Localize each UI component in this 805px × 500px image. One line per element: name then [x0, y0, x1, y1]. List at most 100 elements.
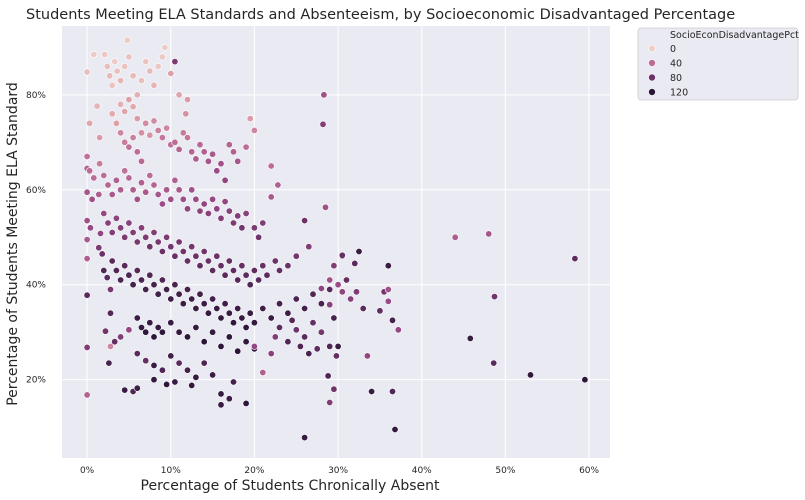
- scatter-point: [338, 251, 346, 259]
- scatter-point: [83, 153, 91, 161]
- scatter-point: [125, 326, 133, 334]
- scatter-point: [275, 323, 283, 331]
- scatter-point: [192, 195, 200, 203]
- scatter-point: [175, 186, 183, 194]
- y-axis-title: Percentage of Students Meeting ELA Stand…: [5, 82, 21, 406]
- scatter-point: [317, 300, 325, 308]
- x-tick-label: 60%: [579, 466, 599, 476]
- scatter-point: [83, 236, 91, 244]
- scatter-point: [217, 214, 225, 222]
- scatter-point: [217, 262, 225, 270]
- scatter-point: [108, 257, 116, 265]
- scatter-point: [158, 328, 166, 336]
- scatter-point: [108, 81, 116, 89]
- scatter-point: [138, 157, 146, 165]
- scatter-point: [104, 181, 112, 189]
- scatter-point: [158, 366, 166, 374]
- scatter-point: [179, 248, 187, 256]
- scatter-point: [142, 188, 150, 196]
- scatter-point: [142, 285, 150, 293]
- scatter-point: [83, 188, 91, 196]
- scatter-point: [204, 210, 212, 218]
- scatter-point: [154, 238, 162, 246]
- scatter-point: [234, 276, 242, 284]
- scatter-point: [250, 266, 258, 274]
- scatter-point: [368, 387, 376, 395]
- scatter-point: [376, 307, 384, 315]
- scatter-point: [125, 96, 133, 104]
- scatter-point: [138, 224, 146, 232]
- legend-label: 80: [670, 73, 682, 84]
- scatter-point: [167, 319, 175, 327]
- scatter-point: [259, 368, 267, 376]
- scatter-point: [242, 210, 250, 218]
- scatter-point: [125, 143, 133, 151]
- y-tick-label: 60%: [26, 186, 46, 196]
- scatter-point: [209, 266, 217, 274]
- scatter-point: [154, 126, 162, 134]
- scatter-point: [288, 316, 296, 324]
- scatter-point: [167, 70, 175, 78]
- scatter-point: [230, 266, 238, 274]
- scatter-point: [83, 391, 91, 399]
- scatter-point: [200, 148, 208, 156]
- scatter-point: [112, 266, 120, 274]
- scatter-point: [209, 371, 217, 379]
- scatter-point: [330, 385, 338, 393]
- scatter-point: [171, 138, 179, 146]
- scatter-point: [351, 259, 359, 267]
- scatter-point: [225, 395, 233, 403]
- x-tick-label: 50%: [495, 466, 515, 476]
- scatter-point: [83, 343, 91, 351]
- scatter-point: [326, 276, 334, 284]
- scatter-point: [142, 357, 150, 365]
- scatter-point: [213, 304, 221, 312]
- scatter-point: [267, 193, 275, 201]
- scatter-point: [213, 205, 221, 213]
- scatter-point: [138, 77, 146, 85]
- legend-marker: [648, 59, 656, 67]
- scatter-point: [196, 290, 204, 298]
- scatter-point: [238, 314, 246, 322]
- scatter-point: [384, 297, 392, 305]
- scatter-point: [225, 207, 233, 215]
- scatter-point: [86, 224, 94, 232]
- scatter-point: [129, 186, 137, 194]
- scatter-point: [296, 342, 304, 350]
- scatter-point: [271, 333, 279, 341]
- scatter-point: [246, 309, 254, 317]
- scatter-point: [138, 179, 146, 187]
- x-axis-title: Percentage of Students Chronically Absen…: [141, 478, 440, 494]
- scatter-point: [234, 157, 242, 165]
- scatter-point: [292, 326, 300, 334]
- scatter-point: [267, 314, 275, 322]
- scatter-point: [163, 285, 171, 293]
- scatter-point: [133, 238, 141, 246]
- scatter-point: [221, 300, 229, 308]
- data-points: [83, 36, 589, 442]
- scatter-point: [167, 243, 175, 251]
- scatter-point: [225, 309, 233, 317]
- scatter-point: [184, 134, 192, 142]
- scatter-point: [133, 384, 141, 392]
- scatter-point: [317, 328, 325, 336]
- scatter-point: [225, 141, 233, 149]
- scatter-point: [83, 291, 91, 299]
- scatter-point: [103, 274, 111, 282]
- scatter-point: [259, 304, 267, 312]
- scatter-point: [292, 295, 300, 303]
- scatter-point: [150, 81, 158, 89]
- scatter-point: [100, 210, 108, 218]
- scatter-point: [355, 248, 363, 256]
- legend-box: [637, 27, 799, 101]
- scatter-point: [171, 281, 179, 289]
- scatter-point: [146, 67, 154, 75]
- scatter-point: [246, 115, 254, 123]
- scatter-point: [213, 167, 221, 175]
- scatter-point: [209, 150, 217, 158]
- scatter-point: [391, 425, 399, 433]
- scatter-point: [163, 380, 171, 388]
- scatter-point: [154, 191, 162, 199]
- scatter-point: [101, 50, 109, 58]
- scatter-point: [125, 53, 133, 61]
